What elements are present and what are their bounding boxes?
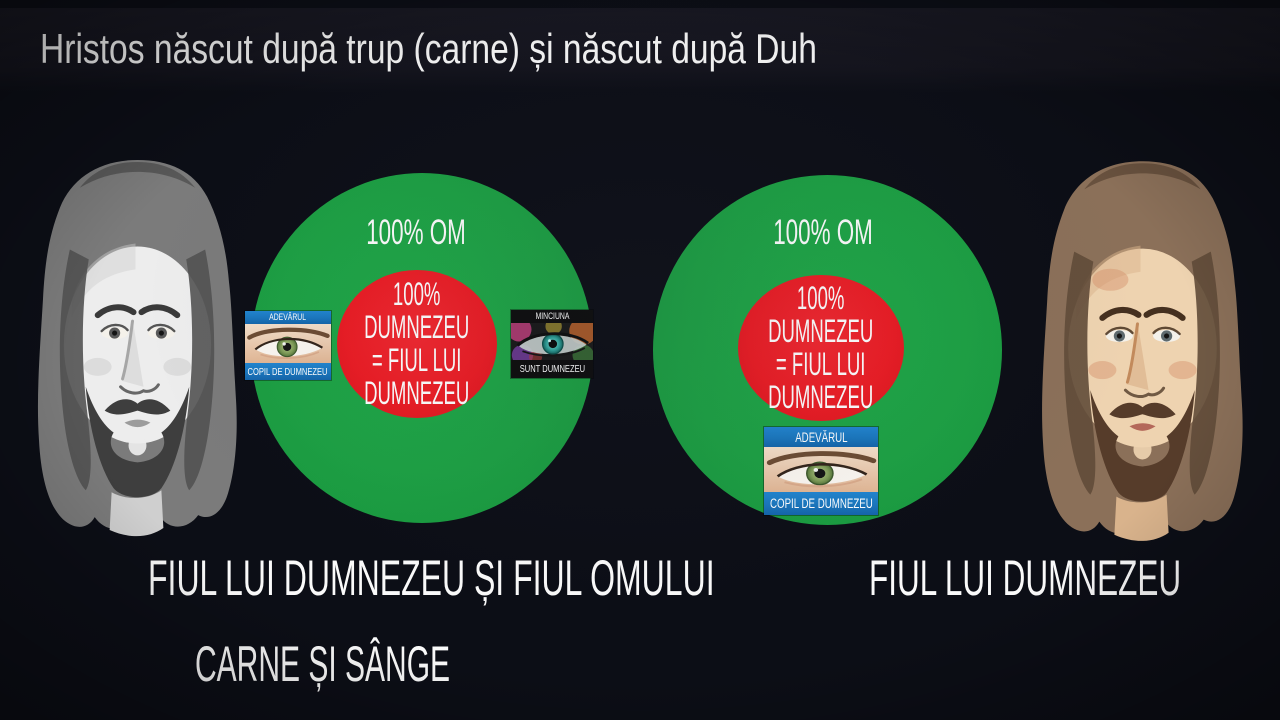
badge-footer: SUNT DUMNEZEU bbox=[511, 360, 593, 378]
title-band bbox=[0, 8, 1280, 92]
jesus-portrait-color-icon bbox=[1014, 148, 1270, 546]
green-eye-photo-icon bbox=[764, 447, 878, 492]
badge-header: ADEVĂRUL bbox=[245, 311, 331, 324]
lie-badge: MINCIUNA SUNT DUMNEZEU bbox=[511, 310, 593, 378]
jesus-portrait-grayscale-icon bbox=[8, 150, 266, 538]
badge-header: ADEVĂRUL bbox=[764, 427, 878, 447]
left-caption-line1: FIUL LUI DUMNEZEU ȘI FIUL OMULUI bbox=[148, 550, 715, 606]
right-caption: FIUL LUI DUMNEZEU bbox=[869, 550, 1182, 606]
psychedelic-eye-photo-icon bbox=[511, 323, 593, 360]
left-human-label: 100% OM bbox=[366, 213, 466, 252]
badge-footer: COPIL DE DUMNEZEU bbox=[245, 363, 331, 380]
badge-footer: COPIL DE DUMNEZEU bbox=[764, 492, 878, 515]
truth-badge-right: ADEVĂRUL COPIL DE DUMNEZEU bbox=[764, 427, 878, 515]
left-caption-line2: CARNE ȘI SÂNGE bbox=[195, 636, 451, 692]
right-divine-label: 100% DUMNEZEU = FIUL LUI DUMNEZEU bbox=[768, 280, 874, 415]
slide-title: Hristos născut după trup (carne) și născ… bbox=[40, 25, 817, 72]
truth-badge-left: ADEVĂRUL COPIL DE DUMNEZEU bbox=[245, 311, 331, 380]
green-eye-photo-icon bbox=[245, 324, 331, 363]
left-divine-label: 100% DUMNEZEU = FIUL LUI DUMNEZEU bbox=[364, 276, 470, 411]
badge-header: MINCIUNA bbox=[511, 310, 593, 323]
left-divine-circle: 100% DUMNEZEU = FIUL LUI DUMNEZEU bbox=[337, 270, 497, 418]
right-human-label: 100% OM bbox=[773, 213, 873, 252]
right-divine-circle: 100% DUMNEZEU = FIUL LUI DUMNEZEU bbox=[738, 275, 904, 421]
